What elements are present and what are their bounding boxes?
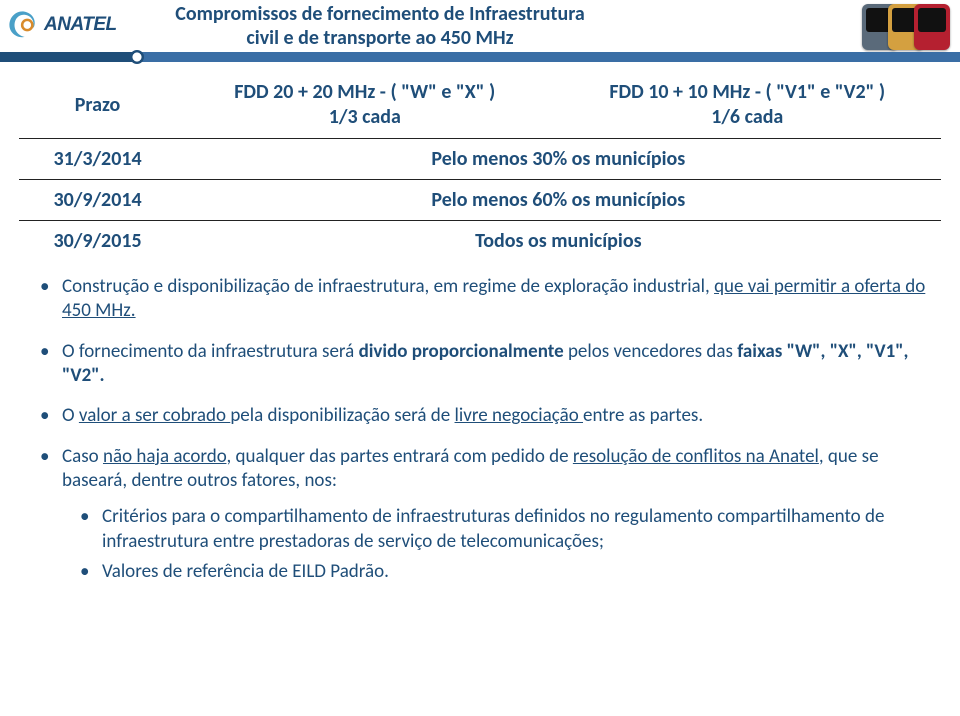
sub-bullet-list: Critérios para o compartilhamento de inf… bbox=[80, 505, 932, 584]
text-underline: valor a ser cobrado bbox=[79, 404, 230, 427]
text: , qualquer das partes entrará com pedido… bbox=[226, 445, 572, 468]
table-row: 30/9/2014 Pelo menos 60% os municípios bbox=[19, 180, 941, 221]
cell-req: Pelo menos 30% os municípios bbox=[176, 139, 941, 180]
col3-line1: FDD 10 + 10 MHz - ( "V1" e "V2" ) bbox=[564, 80, 931, 105]
text: Construção e disponibilização de infraes… bbox=[62, 275, 714, 298]
schedule-table-wrap: Prazo FDD 20 + 20 MHz - ( "W" e "X" ) 1/… bbox=[0, 72, 960, 261]
title-line-1: Compromissos de fornecimento de Infraest… bbox=[130, 2, 630, 26]
cell-req: Pelo menos 60% os municípios bbox=[176, 180, 941, 221]
cell-date: 30/9/2015 bbox=[19, 221, 176, 262]
text-bold: divido proporcionalmente bbox=[359, 340, 568, 363]
text: O bbox=[62, 404, 79, 427]
bullet-4: Caso não haja acordo, qualquer das parte… bbox=[40, 445, 932, 585]
body-content: Construção e disponibilização de infraes… bbox=[0, 261, 960, 610]
text: Valores de referência de EILD Padrão. bbox=[102, 560, 389, 583]
table-row: 30/9/2015 Todos os municípios bbox=[19, 221, 941, 262]
table-row: 31/3/2014 Pelo menos 30% os municípios bbox=[19, 139, 941, 180]
text: O fornecimento da infraestrutura será bbox=[62, 340, 359, 363]
text: Caso bbox=[62, 445, 103, 468]
bullet-list: Construção e disponibilização de infraes… bbox=[40, 275, 932, 584]
slide-title: Compromissos de fornecimento de Infraest… bbox=[130, 2, 630, 50]
col3-line2: 1/6 cada bbox=[564, 105, 931, 130]
phone-icon bbox=[914, 4, 950, 50]
col2-line1: FDD 20 + 20 MHz - ( "W" e "X" ) bbox=[186, 80, 544, 105]
sub-bullet-1: Critérios para o compartilhamento de inf… bbox=[80, 505, 932, 554]
bullet-1: Construção e disponibilização de infraes… bbox=[40, 275, 932, 324]
table-header-row: Prazo FDD 20 + 20 MHz - ( "W" e "X" ) 1/… bbox=[19, 72, 941, 139]
text-underline: não haja acordo bbox=[103, 445, 226, 468]
text-underline: resolução de conflitos na Anatel bbox=[573, 445, 819, 468]
sub-bullet-2: Valores de referência de EILD Padrão. bbox=[80, 560, 932, 584]
anatel-logo: ANATEL bbox=[6, 8, 117, 42]
text-underline: livre negociação bbox=[455, 404, 583, 427]
title-line-2: civil e de transporte ao 450 MHz bbox=[130, 26, 630, 50]
text: pelos vencedores das bbox=[568, 340, 737, 363]
header: ANATEL Compromissos de fornecimento de I… bbox=[0, 0, 960, 56]
cell-date: 31/3/2014 bbox=[19, 139, 176, 180]
header-stripe bbox=[0, 52, 960, 62]
cell-date: 30/9/2014 bbox=[19, 180, 176, 221]
col2-line2: 1/3 cada bbox=[186, 105, 544, 130]
text: entre as partes. bbox=[583, 404, 703, 427]
cell-req: Todos os municípios bbox=[176, 221, 941, 262]
col-prazo: Prazo bbox=[19, 72, 176, 139]
phones-graphic bbox=[872, 4, 950, 50]
bullet-2: O fornecimento da infraestrutura será di… bbox=[40, 340, 932, 389]
logo-swirl-icon bbox=[6, 8, 40, 42]
col-fdd10: FDD 10 + 10 MHz - ( "V1" e "V2" ) 1/6 ca… bbox=[554, 72, 941, 139]
schedule-table: Prazo FDD 20 + 20 MHz - ( "W" e "X" ) 1/… bbox=[19, 72, 941, 261]
bullet-3: O valor a ser cobrado pela disponibiliza… bbox=[40, 404, 932, 428]
col-fdd20: FDD 20 + 20 MHz - ( "W" e "X" ) 1/3 cada bbox=[176, 72, 554, 139]
logo-text: ANATEL bbox=[44, 14, 117, 36]
text: pela disponibilização será de bbox=[230, 404, 454, 427]
